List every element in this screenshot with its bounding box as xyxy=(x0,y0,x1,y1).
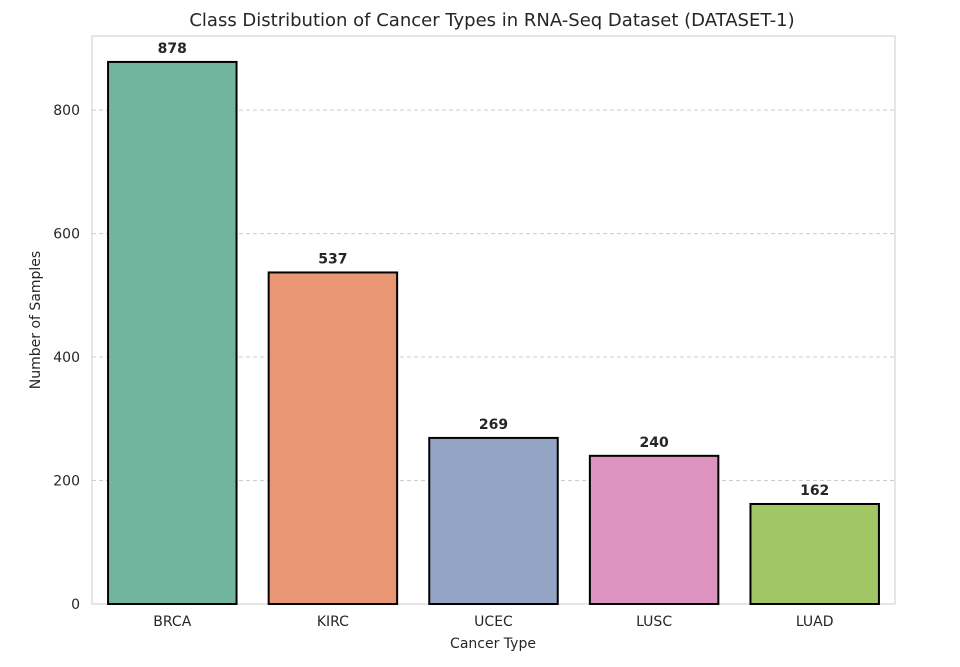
data-labels: 878 537 269 240 162 xyxy=(158,41,830,499)
chart-title: Class Distribution of Cancer Types in RN… xyxy=(189,10,794,31)
x-tick-label-kirc: KIRC xyxy=(317,614,349,630)
x-tick-label-ucec: UCEC xyxy=(474,614,513,630)
y-tick-label: 800 xyxy=(53,103,80,119)
data-label-brca: 878 xyxy=(158,41,187,57)
bar-lusc xyxy=(588,454,720,605)
bar-brca xyxy=(107,60,238,606)
x-axis-ticks: BRCA KIRC UCEC LUSC LUAD xyxy=(153,614,833,630)
x-axis-label: Cancer Type xyxy=(450,636,536,652)
data-label-lusc: 240 xyxy=(639,435,668,451)
y-axis-ticks: 0 200 400 600 800 xyxy=(53,103,80,613)
y-tick-label: 200 xyxy=(53,474,80,490)
y-tick-label: 600 xyxy=(53,227,80,243)
y-tick-label: 0 xyxy=(71,597,80,613)
x-tick-label-brca: BRCA xyxy=(153,614,191,630)
x-tick-label-lusc: LUSC xyxy=(636,614,672,630)
data-label-kirc: 537 xyxy=(318,251,347,267)
data-label-luad: 162 xyxy=(800,483,829,499)
y-axis-label: Number of Samples xyxy=(28,251,44,389)
bar-luad xyxy=(749,502,880,605)
y-tick-label: 400 xyxy=(53,350,80,366)
bar-kirc xyxy=(267,271,399,605)
bars xyxy=(107,60,880,606)
data-label-ucec: 269 xyxy=(479,417,508,433)
x-tick-label-luad: LUAD xyxy=(796,614,834,630)
bar-ucec xyxy=(428,436,559,606)
